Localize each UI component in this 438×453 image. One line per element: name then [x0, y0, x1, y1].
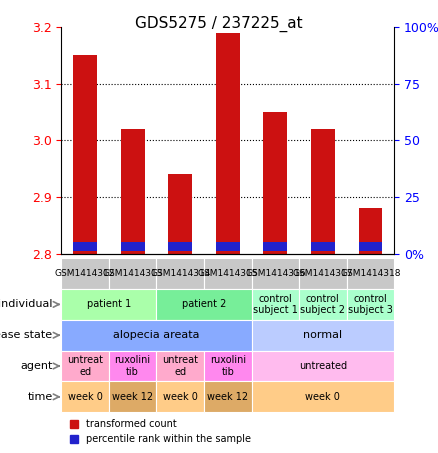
Bar — [311, 242, 335, 251]
Text: ruxolini
tib: ruxolini tib — [210, 355, 246, 377]
Bar — [109, 381, 156, 412]
Bar — [109, 258, 156, 289]
Text: control
subject 3: control subject 3 — [348, 294, 393, 315]
Bar — [61, 320, 251, 351]
Text: time: time — [27, 392, 53, 402]
Bar — [121, 242, 145, 251]
Text: untreated: untreated — [299, 361, 347, 371]
Bar — [251, 351, 394, 381]
Text: week 12: week 12 — [112, 392, 153, 402]
Text: ruxolini
tib: ruxolini tib — [115, 355, 151, 377]
Text: GSM1414317: GSM1414317 — [293, 269, 353, 278]
Bar — [251, 320, 394, 351]
Text: alopecia areata: alopecia areata — [113, 330, 200, 340]
Text: untreat
ed: untreat ed — [162, 355, 198, 377]
Bar — [204, 351, 251, 381]
Text: GSM1414312: GSM1414312 — [55, 269, 115, 278]
Bar — [359, 208, 382, 254]
Text: individual: individual — [0, 299, 53, 309]
Bar — [263, 112, 287, 254]
Bar — [216, 33, 240, 254]
Bar — [359, 242, 382, 251]
Text: patient 1: patient 1 — [87, 299, 131, 309]
Text: patient 2: patient 2 — [182, 299, 226, 309]
Bar — [121, 129, 145, 254]
Text: untreat
ed: untreat ed — [67, 355, 103, 377]
Bar — [109, 351, 156, 381]
Bar — [346, 289, 394, 320]
Text: control
subject 2: control subject 2 — [300, 294, 346, 315]
Bar — [251, 289, 299, 320]
Text: GSM1414316: GSM1414316 — [245, 269, 306, 278]
Text: week 0: week 0 — [67, 392, 102, 402]
Text: week 0: week 0 — [305, 392, 340, 402]
Bar — [251, 258, 299, 289]
Bar — [156, 258, 204, 289]
Bar — [61, 289, 156, 320]
Bar — [61, 381, 109, 412]
Bar — [204, 381, 251, 412]
Bar — [346, 258, 394, 289]
Bar — [156, 289, 251, 320]
Bar — [299, 258, 346, 289]
Bar — [168, 242, 192, 251]
Text: GSM1414314: GSM1414314 — [150, 269, 210, 278]
Bar — [299, 289, 346, 320]
Bar — [263, 242, 287, 251]
Bar — [204, 258, 251, 289]
Bar — [168, 174, 192, 254]
Text: GSM1414313: GSM1414313 — [102, 269, 163, 278]
Bar — [61, 258, 109, 289]
Text: agent: agent — [20, 361, 53, 371]
Bar — [156, 381, 204, 412]
Text: normal: normal — [303, 330, 343, 340]
Bar — [73, 56, 97, 254]
Bar — [311, 129, 335, 254]
Bar — [73, 242, 97, 251]
Text: week 12: week 12 — [207, 392, 248, 402]
Text: week 0: week 0 — [163, 392, 198, 402]
Bar — [216, 242, 240, 251]
Legend: transformed count, percentile rank within the sample: transformed count, percentile rank withi… — [66, 415, 254, 448]
Text: GSM1414318: GSM1414318 — [340, 269, 401, 278]
Bar — [156, 351, 204, 381]
Text: GSM1414315: GSM1414315 — [198, 269, 258, 278]
Text: disease state: disease state — [0, 330, 53, 340]
Bar — [61, 351, 109, 381]
Text: control
subject 1: control subject 1 — [253, 294, 298, 315]
Bar — [251, 381, 394, 412]
Text: GDS5275 / 237225_at: GDS5275 / 237225_at — [135, 16, 303, 32]
